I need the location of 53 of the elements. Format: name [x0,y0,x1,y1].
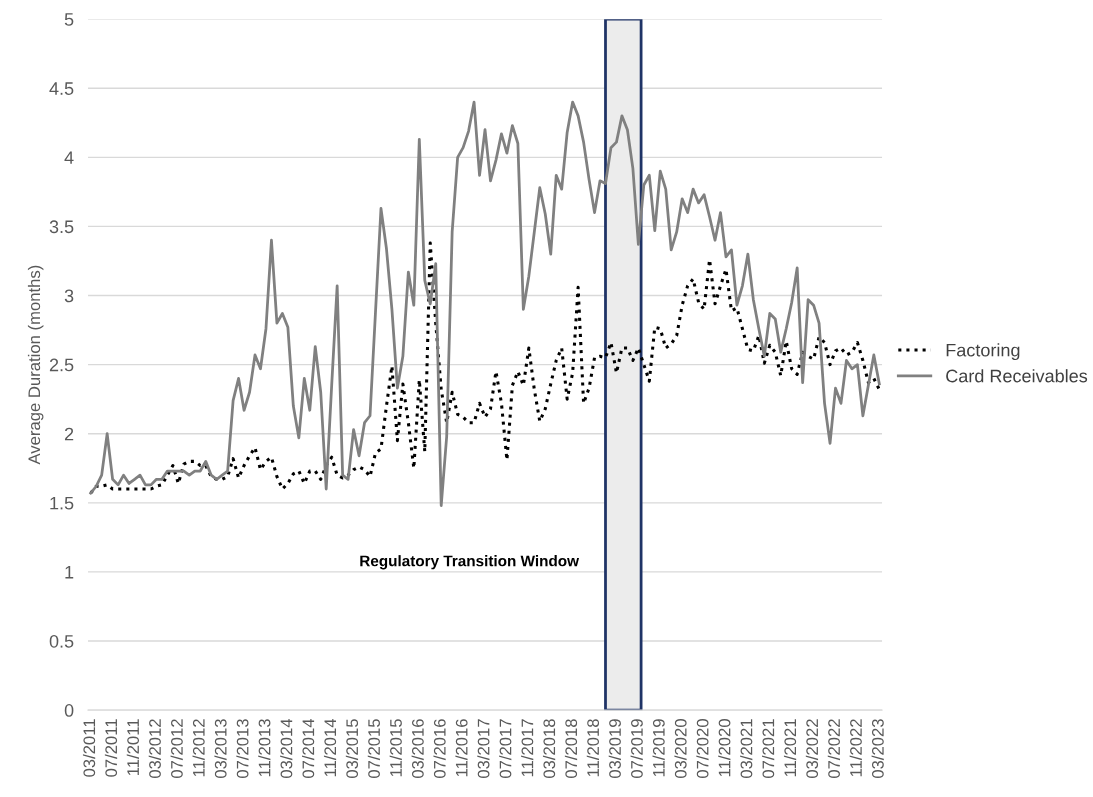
x-tick-label: 07/2014 [302,718,315,779]
x-tick-label: 03/2018 [542,719,556,779]
y-tick-label: 1.5 [50,496,74,510]
x-tick-label: 07/2017 [499,719,512,779]
x-tick-label: 03/2015 [345,719,359,779]
x-tick-label: 11/2017 [521,719,534,777]
y-tick-label: 2 [64,427,74,441]
x-tick-label: 03/2020 [674,719,687,779]
x-tick-label: 03/2011 [82,719,96,777]
x-tick-label: 07/2018 [564,719,578,779]
x-tick-label: 07/2021 [762,719,775,779]
y-tick-label: 4 [64,151,74,164]
x-tick-label: 11/2015 [389,719,402,777]
x-tick-label: 11/2012 [192,719,205,777]
x-tick-label: 07/2015 [367,719,380,779]
annotation: Regulatory Transition Window [360,555,580,570]
x-tick-label: 11/2022 [849,719,862,777]
x-tick-label: 03/2021 [740,719,753,779]
y-tick-label: 0 [64,704,74,717]
x-tick-label: 03/2019 [608,719,621,779]
x-tick-label: 07/2011 [104,719,118,777]
x-tick-label: 07/2012 [170,719,183,779]
y-tick-label: 5 [64,13,74,26]
x-tick-label: 11/2016 [455,719,468,777]
legend-label: Factoring [946,343,1020,361]
x-tick-label: 11/2014 [323,718,337,777]
y-tick-label: 1 [65,566,74,579]
legend-label: Card Receivables [946,369,1088,383]
y-tick-label: 3 [64,289,74,303]
x-tick-label: 03/2014 [280,718,293,779]
x-tick-label: 11/2021 [783,719,797,777]
line-series [89,100,881,507]
x-tick-label: 11/2018 [586,719,600,777]
x-tick-label: 07/2013 [236,719,249,779]
y-tick-label: 2.5 [49,358,74,372]
x-tick-label: 07/2016 [433,719,446,779]
x-tick-label: 03/2013 [214,719,227,779]
x-tick-label: 03/2012 [148,719,161,779]
y-tick-label: 3.5 [49,220,74,234]
x-tick-label: 07/2022 [827,719,840,779]
x-tick-label: 07/2019 [630,719,643,779]
x-tick-label: 11/2013 [258,719,271,777]
x-tick-label: 11/2019 [652,719,665,777]
x-tick-label: 03/2023 [871,719,884,779]
y-tick-label: 0.5 [49,634,74,648]
x-tick-label: 03/2022 [805,719,819,779]
x-tick-label: 03/2017 [477,719,490,779]
x-tick-label: 11/2011 [126,719,140,775]
x-tick-label: 07/2020 [696,719,709,779]
x-tick-label: 03/2016 [411,719,424,779]
x-tick-label: 11/2020 [718,719,731,777]
y-tick-label: 4.5 [49,82,74,95]
y-axis-title: Average Duration (months) [27,265,44,465]
